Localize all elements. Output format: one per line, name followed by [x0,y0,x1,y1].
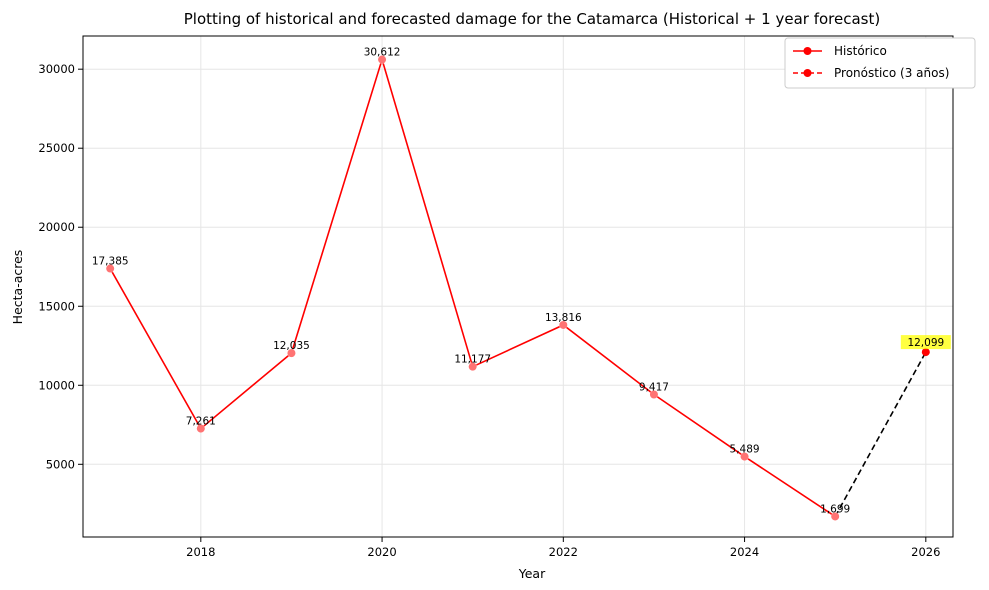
pronostico-data-label: 12,099 [907,337,944,349]
y-tick-label: 15000 [38,299,75,313]
legend-box [784,37,976,89]
historico-data-label: 11,177 [454,354,491,366]
y-tick-label: 5000 [46,457,75,471]
data-labels: 17,385 7,261 12,035 30,612 11,177 13,816 9,417… [92,47,951,515]
legend-pronostico-marker [803,69,812,77]
x-axis-label: Year [518,566,546,581]
x-tick-label: 2024 [730,545,759,559]
historico-data-label: 5,489 [730,444,760,456]
y-tick-label: 20000 [38,220,75,234]
point-highlight [740,452,750,462]
legend-historico-marker [803,47,812,55]
point-highlight [105,264,115,274]
x-tick-label: 2018 [186,545,215,559]
point-highlight [196,424,206,434]
historico-point [468,362,477,371]
y-axis-label: Hecta-acres [10,250,25,325]
y-tick-label: 10000 [38,378,75,392]
historico-point [649,390,658,399]
historico-point [196,424,205,433]
historico-data-label: 30,612 [364,47,401,59]
x-tick-label: 2022 [549,545,578,559]
historico-point [831,512,840,521]
historico-data-label: 1,699 [820,503,850,515]
y-axis-ticks: 5000 10000 15000 20000 25000 30000 [38,62,83,471]
plot-frame [82,35,954,538]
y-tick-label: 30000 [38,62,75,76]
historico-data-label: 17,385 [92,256,129,268]
pronostico-line [834,351,927,517]
x-tick-label: 2020 [367,545,396,559]
x-axis-ticks: 2018 2020 2022 2024 2026 [186,537,940,559]
historico-point [378,55,387,64]
historico-data-label: 7,261 [186,416,216,428]
historico-point [106,264,115,273]
chart-title: Plotting of historical and forecasted da… [184,10,880,28]
forecast-label-highlight [900,335,951,350]
historico-point [740,452,749,461]
data-points [105,55,930,521]
grid [83,36,953,537]
historico-point [559,320,568,329]
historico-data-label: 12,035 [273,340,310,352]
point-highlight [830,511,840,521]
point-highlight [558,320,568,330]
point-highlight [286,348,296,358]
point-highlight [649,389,659,399]
legend-historico-label: Histórico [834,44,887,58]
historico-data-label: 13,816 [545,312,582,324]
historico-line [109,56,836,518]
x-tick-label: 2026 [911,545,940,559]
y-tick-label: 25000 [38,141,75,155]
pronostico-point [921,348,930,357]
historico-data-label: 9,417 [639,381,669,393]
historico-point [287,349,296,358]
point-highlight [468,362,478,372]
series-lines [109,56,927,518]
point-highlight [377,55,387,65]
legend-pronostico-label: Pronóstico (3 años) [834,66,949,80]
legend: Histórico Pronóstico (3 años) [784,37,976,89]
